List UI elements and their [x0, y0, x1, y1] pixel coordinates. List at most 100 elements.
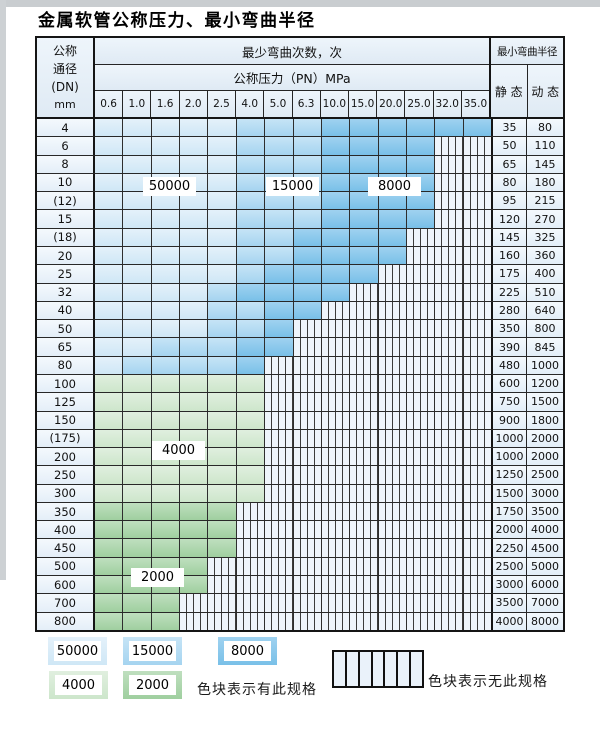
spec-available-cell — [95, 466, 124, 484]
spec-available-cell — [95, 521, 124, 539]
spec-available-cell — [95, 356, 124, 374]
spec-available-cell — [208, 320, 237, 338]
no-spec-cell — [406, 265, 436, 283]
no-spec-cell — [378, 320, 407, 338]
no-spec-cell — [435, 466, 464, 484]
spec-available-cell — [180, 320, 209, 338]
no-spec-cell — [463, 356, 492, 374]
spec-available-cell — [95, 192, 124, 210]
no-spec-cell — [406, 429, 436, 448]
spec-available-cell — [236, 429, 266, 448]
no-spec-cell — [293, 429, 322, 448]
spec-available-cell — [123, 320, 152, 338]
no-spec-cell — [378, 557, 407, 576]
spec-available-cell — [123, 539, 152, 557]
spec-available-cell — [236, 301, 266, 320]
spec-available-cell — [95, 137, 124, 155]
no-spec-cell — [463, 576, 492, 594]
no-spec-cell — [265, 411, 294, 429]
spec-available-cell — [208, 265, 237, 283]
legend-no-spec-cell — [398, 652, 412, 686]
legend-swatch-label: 2000 — [129, 675, 176, 695]
spec-available-cell — [95, 265, 124, 283]
spec-available-cell — [151, 612, 181, 630]
legend-no-spec-cell — [360, 652, 373, 686]
dynamic-radius-cell: 80 — [527, 119, 563, 137]
spec-available-cell — [180, 338, 209, 356]
no-spec-cell — [180, 594, 209, 612]
dn-cell: 80 — [37, 356, 95, 374]
no-spec-cell — [406, 448, 436, 466]
no-spec-cell — [435, 228, 464, 246]
no-spec-cell — [463, 466, 492, 484]
dn-cell: 32 — [37, 283, 95, 301]
no-spec-cell — [378, 356, 407, 374]
spec-available-cell — [180, 246, 209, 265]
spec-available-cell — [95, 283, 124, 301]
no-spec-cell — [350, 429, 379, 448]
spec-available-cell — [208, 411, 237, 429]
no-spec-cell — [378, 338, 407, 356]
no-spec-cell — [321, 429, 351, 448]
dynamic-radius-cell: 270 — [527, 210, 563, 228]
no-spec-cell — [378, 612, 407, 630]
dynamic-radius-cell: 4000 — [527, 521, 563, 539]
pressure-cells — [95, 210, 492, 228]
table-row: 700 3500 7000 — [37, 594, 563, 613]
dn-cell: 250 — [37, 466, 95, 484]
no-spec-cell — [435, 557, 464, 576]
no-spec-cell — [350, 484, 379, 502]
pressure-cells — [95, 502, 492, 521]
dn-header-cell: 公称 通径 (DN) mm — [37, 38, 95, 117]
no-spec-cell — [350, 502, 379, 521]
static-radius-cell: 120 — [491, 210, 527, 228]
no-spec-cell — [463, 557, 492, 576]
spec-available-cell — [236, 356, 266, 374]
table-row: 20 160 360 — [37, 246, 563, 266]
spec-available-cell — [293, 265, 322, 283]
table-row: 25 175 400 — [37, 265, 563, 284]
spec-available-cell — [236, 173, 266, 192]
no-spec-cell — [435, 411, 464, 429]
spec-available-cell — [236, 210, 266, 228]
spec-available-cell — [293, 246, 322, 265]
pressure-cells — [95, 192, 492, 210]
spec-available-cell — [123, 356, 152, 374]
dn-cell: 450 — [37, 539, 95, 557]
no-spec-cell — [463, 484, 492, 502]
pressure-cells — [95, 411, 492, 429]
dn-cell: 15 — [37, 210, 95, 228]
dynamic-radius-cell: 360 — [527, 246, 563, 265]
no-spec-cell — [406, 246, 436, 265]
no-spec-cell — [435, 576, 464, 594]
spec-available-cell — [95, 576, 124, 594]
spec-available-cell — [236, 448, 266, 466]
no-spec-cell — [406, 374, 436, 393]
pressure-column-header: 35.0 — [463, 98, 488, 110]
no-spec-cell — [406, 301, 436, 320]
pressure-cells — [95, 338, 492, 356]
spec-available-cell — [293, 301, 322, 320]
spec-available-cell — [321, 228, 351, 246]
static-radius-cell: 600 — [491, 374, 527, 393]
table-row: 300 1500 3000 — [37, 484, 563, 503]
dynamic-radius-cell: 2500 — [527, 466, 563, 484]
table-row: 400 2000 4000 — [37, 521, 563, 540]
legend-swatch-label: 15000 — [129, 641, 176, 661]
no-spec-cell — [293, 338, 322, 356]
spec-available-cell — [378, 228, 407, 246]
no-spec-cell — [406, 576, 436, 594]
no-spec-cell — [435, 246, 464, 265]
dn-cell: 500 — [37, 557, 95, 576]
no-spec-cell — [435, 448, 464, 466]
no-spec-cell — [293, 502, 322, 521]
dynamic-radius-cell: 7000 — [527, 594, 563, 612]
no-spec-cell — [435, 612, 464, 630]
no-spec-cell — [406, 338, 436, 356]
table-row: 100 600 1200 — [37, 374, 563, 394]
no-spec-cell — [293, 576, 322, 594]
table-row: 600 3000 6000 — [37, 576, 563, 595]
spec-available-cell — [180, 411, 209, 429]
spec-available-cell — [293, 192, 322, 210]
dn-cell: 600 — [37, 576, 95, 594]
